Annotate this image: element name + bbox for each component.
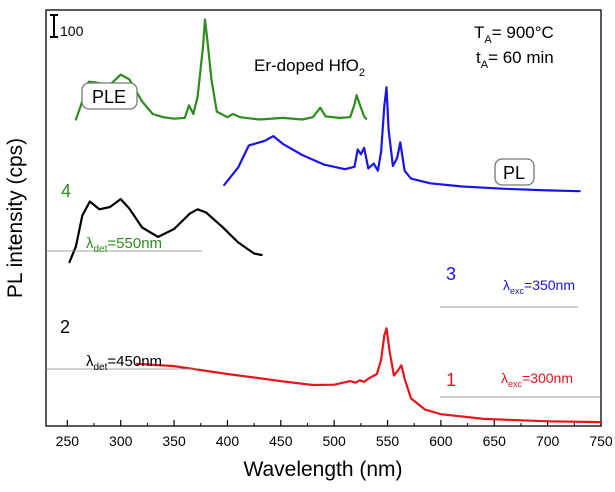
curve-number-2: 2 <box>60 317 70 337</box>
curve-number-3: 3 <box>446 264 456 284</box>
series-curves <box>68 18 603 424</box>
lambda-det-450: λdet=450nm <box>86 353 162 373</box>
chart-title: Er-doped HfO2 <box>254 56 365 79</box>
series-line-1 <box>135 327 603 424</box>
x-tick-label-400: 400 <box>216 433 240 449</box>
x-tick-label-450: 450 <box>269 433 293 449</box>
lambda-exc-300: λexc=300nm <box>501 370 573 389</box>
x-tick-label-350: 350 <box>162 433 186 449</box>
series-line-4 <box>74 18 368 121</box>
title-main: Er-doped HfO <box>254 56 359 75</box>
y-axis-label: PL intensity (cps) <box>4 138 27 298</box>
pl-label: PL <box>503 163 525 183</box>
lambda-exc-350: λexc=350nm <box>503 277 575 296</box>
x-tick-label-600: 600 <box>429 433 453 449</box>
pl-label-box: PL <box>494 158 535 186</box>
x-tick-label-650: 650 <box>483 433 507 449</box>
lambda-det-550: λdet=550nm <box>86 235 162 255</box>
curve-number-4: 4 <box>61 181 71 201</box>
x-tick-label-700: 700 <box>536 433 560 449</box>
title-sub: 2 <box>359 67 365 79</box>
ple-label: PLE <box>92 87 126 107</box>
x-tick-label-500: 500 <box>322 433 346 449</box>
x-axis-ticks: 250 300 350 400 450 500 550 600 650 700 750 <box>56 420 613 449</box>
curve-number-1: 1 <box>446 370 456 390</box>
x-tick-label-750: 750 <box>589 433 613 449</box>
annealing-time: tA= 60 min <box>476 48 554 71</box>
x-axis-label: Wavelength (nm) <box>243 458 402 481</box>
x-tick-label-300: 300 <box>109 433 133 449</box>
series-line-3 <box>223 86 581 193</box>
scale-bar-label: 100 <box>60 23 84 39</box>
x-tick-label-250: 250 <box>56 433 80 449</box>
scale-bar: 100 <box>50 14 84 39</box>
plot-frame <box>45 9 602 427</box>
x-tick-label-550: 550 <box>376 433 400 449</box>
series-line-2 <box>68 198 263 264</box>
annealing-temperature: TA= 900°C <box>474 23 554 46</box>
ple-label-box: PLE <box>81 82 138 110</box>
